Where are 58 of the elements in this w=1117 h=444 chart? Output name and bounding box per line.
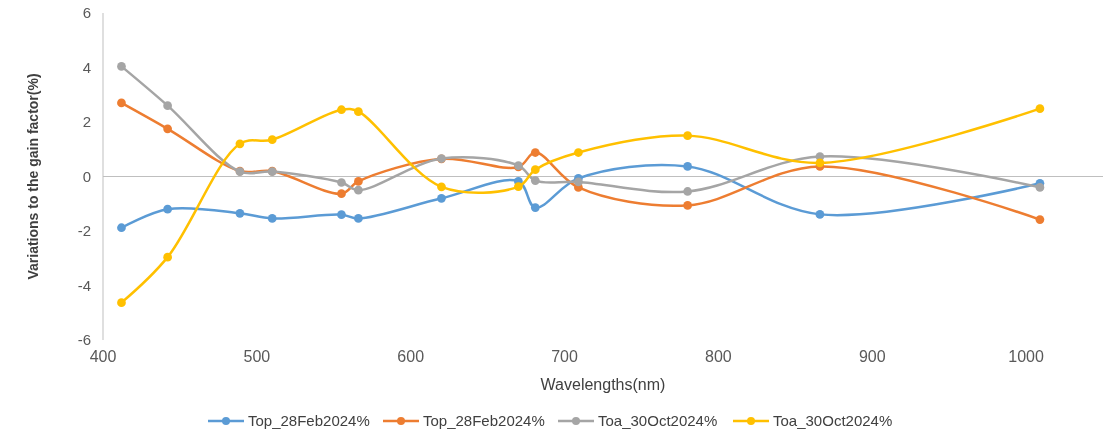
point xyxy=(337,189,346,199)
y-tick-label: -2 xyxy=(77,222,91,240)
point xyxy=(117,98,126,108)
point xyxy=(815,210,825,219)
point xyxy=(1035,104,1045,114)
point xyxy=(354,177,363,186)
x-axis-title: Wavelengths(nm) xyxy=(540,376,666,393)
point xyxy=(683,201,692,210)
point xyxy=(117,223,126,233)
point xyxy=(574,148,583,157)
point xyxy=(1035,215,1045,224)
point xyxy=(683,131,692,140)
point xyxy=(267,214,277,223)
x-tick-label: 1000 xyxy=(1008,348,1044,365)
point xyxy=(354,185,363,195)
legend-label: Top_28Feb2024% xyxy=(423,412,545,429)
point xyxy=(514,182,523,191)
point xyxy=(354,107,363,117)
point xyxy=(437,182,446,192)
y-tick-label: -4 xyxy=(77,276,91,294)
y-tick-label: 2 xyxy=(82,113,91,131)
point xyxy=(337,210,346,220)
point xyxy=(683,162,692,171)
point xyxy=(574,177,583,187)
y-tick-label: 4 xyxy=(82,58,91,76)
y-axis-title: Variations to the gain factor(%) xyxy=(25,73,41,280)
point xyxy=(354,214,363,223)
y-tick-label: -6 xyxy=(77,331,91,349)
point xyxy=(163,252,172,262)
point xyxy=(267,135,277,145)
point xyxy=(337,178,346,187)
point xyxy=(163,124,172,134)
x-tick-label: 400 xyxy=(89,348,117,365)
y-tick-label: 6 xyxy=(82,4,91,22)
point xyxy=(530,176,540,185)
point xyxy=(530,148,540,157)
legend-label: Toa_30Oct2024% xyxy=(598,412,718,429)
point xyxy=(163,101,172,111)
x-tick-label: 800 xyxy=(705,348,732,365)
point xyxy=(815,158,825,168)
x-tick-label: 600 xyxy=(397,348,425,365)
legend-label: Toa_30Oct2024% xyxy=(773,412,893,429)
point xyxy=(235,208,245,218)
x-tick-label: 500 xyxy=(243,348,271,365)
point xyxy=(163,204,172,214)
point xyxy=(117,298,126,308)
point xyxy=(683,187,692,196)
x-tick-label: 700 xyxy=(551,348,578,365)
point xyxy=(437,193,446,203)
x-tick-label: 900 xyxy=(858,348,886,365)
y-tick-label: 0 xyxy=(82,167,91,185)
point xyxy=(1035,183,1045,192)
point xyxy=(337,105,346,115)
point xyxy=(235,139,245,149)
point xyxy=(530,203,540,212)
legend-label: Top_28Feb2024% xyxy=(248,412,370,429)
point xyxy=(117,62,126,71)
point xyxy=(530,165,540,175)
